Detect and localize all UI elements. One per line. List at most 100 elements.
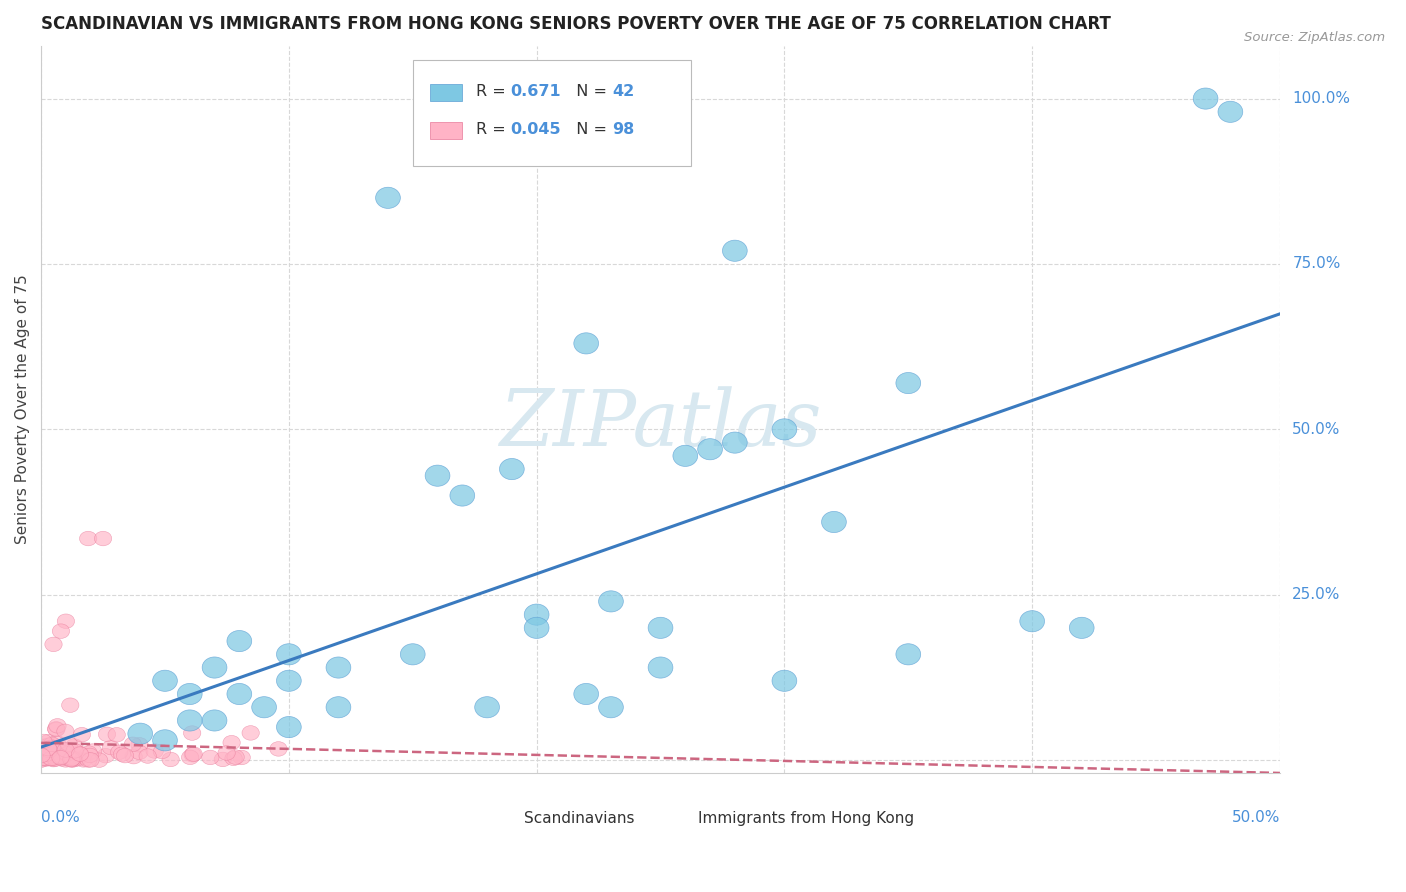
- Ellipse shape: [60, 737, 77, 751]
- Ellipse shape: [226, 631, 252, 652]
- Ellipse shape: [80, 753, 97, 767]
- Ellipse shape: [66, 749, 83, 764]
- Ellipse shape: [103, 740, 120, 755]
- Ellipse shape: [44, 751, 60, 766]
- Ellipse shape: [1194, 88, 1218, 109]
- Ellipse shape: [82, 748, 98, 763]
- Ellipse shape: [233, 750, 250, 764]
- Ellipse shape: [41, 743, 58, 758]
- Ellipse shape: [201, 750, 219, 764]
- Ellipse shape: [73, 727, 90, 742]
- Ellipse shape: [153, 744, 170, 759]
- Ellipse shape: [524, 604, 548, 625]
- Ellipse shape: [45, 637, 62, 652]
- Ellipse shape: [45, 747, 62, 763]
- Ellipse shape: [32, 748, 51, 763]
- Ellipse shape: [45, 752, 62, 767]
- Ellipse shape: [214, 752, 232, 767]
- Ellipse shape: [131, 738, 148, 752]
- Text: 100.0%: 100.0%: [1292, 91, 1350, 106]
- Ellipse shape: [648, 617, 673, 639]
- Ellipse shape: [277, 716, 301, 738]
- FancyBboxPatch shape: [486, 806, 516, 830]
- Ellipse shape: [252, 697, 277, 718]
- Ellipse shape: [108, 728, 125, 742]
- Text: R =: R =: [477, 84, 510, 99]
- Ellipse shape: [186, 747, 202, 762]
- Ellipse shape: [39, 741, 56, 756]
- Ellipse shape: [177, 683, 202, 705]
- Ellipse shape: [375, 187, 401, 209]
- Ellipse shape: [56, 724, 75, 739]
- Ellipse shape: [226, 683, 252, 705]
- Ellipse shape: [896, 644, 921, 665]
- Text: 98: 98: [612, 122, 634, 136]
- Ellipse shape: [772, 670, 797, 691]
- FancyBboxPatch shape: [659, 806, 689, 830]
- Ellipse shape: [177, 710, 202, 731]
- Ellipse shape: [48, 735, 66, 750]
- Text: Immigrants from Hong Kong: Immigrants from Hong Kong: [697, 811, 914, 826]
- Ellipse shape: [425, 465, 450, 486]
- FancyBboxPatch shape: [430, 121, 463, 139]
- Ellipse shape: [45, 749, 62, 764]
- Ellipse shape: [44, 740, 60, 755]
- Y-axis label: Seniors Poverty Over the Age of 75: Seniors Poverty Over the Age of 75: [15, 275, 30, 544]
- Ellipse shape: [42, 751, 60, 766]
- Ellipse shape: [131, 745, 148, 760]
- Text: 0.0%: 0.0%: [41, 810, 80, 825]
- Ellipse shape: [98, 727, 115, 741]
- Text: 0.671: 0.671: [510, 84, 561, 99]
- Ellipse shape: [56, 743, 73, 758]
- Ellipse shape: [56, 745, 73, 760]
- Ellipse shape: [574, 683, 599, 705]
- Ellipse shape: [326, 657, 352, 678]
- Ellipse shape: [46, 752, 65, 766]
- Ellipse shape: [63, 751, 82, 765]
- Ellipse shape: [277, 670, 301, 691]
- Ellipse shape: [225, 751, 242, 765]
- Ellipse shape: [48, 748, 66, 763]
- Ellipse shape: [67, 752, 84, 766]
- Ellipse shape: [42, 751, 59, 765]
- Ellipse shape: [34, 750, 51, 764]
- Ellipse shape: [184, 747, 201, 762]
- Ellipse shape: [38, 752, 55, 766]
- Ellipse shape: [35, 734, 52, 748]
- Ellipse shape: [59, 749, 76, 764]
- Ellipse shape: [75, 753, 93, 767]
- Text: R =: R =: [477, 122, 510, 136]
- Ellipse shape: [1070, 617, 1094, 639]
- Ellipse shape: [128, 723, 153, 744]
- Ellipse shape: [181, 750, 198, 764]
- Text: 75.0%: 75.0%: [1292, 257, 1341, 271]
- Ellipse shape: [32, 753, 51, 767]
- Text: ZIPatlas: ZIPatlas: [499, 386, 821, 462]
- Ellipse shape: [66, 739, 83, 754]
- Ellipse shape: [53, 749, 70, 764]
- Ellipse shape: [1218, 101, 1243, 122]
- Ellipse shape: [326, 697, 352, 718]
- Ellipse shape: [772, 418, 797, 440]
- Ellipse shape: [42, 750, 60, 764]
- Ellipse shape: [51, 750, 67, 764]
- Ellipse shape: [401, 644, 425, 665]
- Ellipse shape: [475, 697, 499, 718]
- Ellipse shape: [125, 749, 142, 764]
- Ellipse shape: [48, 722, 65, 736]
- Ellipse shape: [90, 753, 108, 767]
- Ellipse shape: [52, 749, 69, 764]
- Ellipse shape: [62, 698, 79, 713]
- Ellipse shape: [63, 752, 80, 766]
- Text: N =: N =: [567, 84, 613, 99]
- Text: Source: ZipAtlas.com: Source: ZipAtlas.com: [1244, 31, 1385, 45]
- Ellipse shape: [82, 753, 100, 767]
- Ellipse shape: [226, 750, 245, 764]
- Ellipse shape: [97, 748, 114, 763]
- Ellipse shape: [80, 532, 97, 546]
- Ellipse shape: [49, 719, 66, 733]
- Ellipse shape: [146, 744, 163, 758]
- Ellipse shape: [202, 710, 226, 731]
- Ellipse shape: [277, 644, 301, 665]
- Ellipse shape: [723, 432, 747, 453]
